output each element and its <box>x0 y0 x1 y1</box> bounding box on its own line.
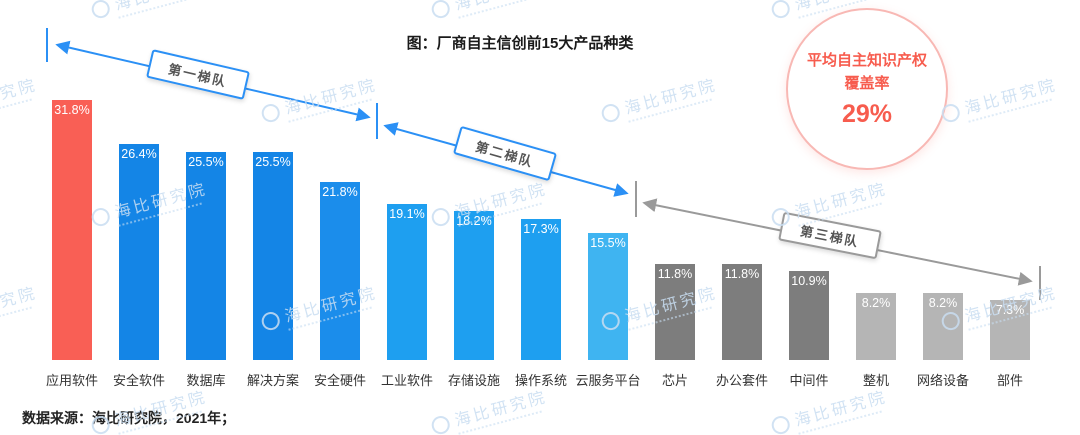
watermark-subline <box>118 0 202 19</box>
data-source-note: 数据来源：海比研究院，2021年； <box>22 410 236 426</box>
bar-value-label: 11.8% <box>724 266 760 281</box>
annotation-value: 29% <box>841 100 893 129</box>
bar-category-label: 安全软件 <box>112 373 166 388</box>
bar-group: 19.1% 工业软件 <box>381 100 433 388</box>
bar-category-label: 数据库 <box>186 373 226 388</box>
watermark-text: 海比研究院 <box>0 284 40 326</box>
watermark-subline <box>458 410 542 435</box>
bar: 8.2% <box>856 292 896 360</box>
watermark-logo-icon <box>769 0 792 21</box>
bar-group: 7.3% 部件 <box>990 100 1030 388</box>
bar: 26.4% <box>119 144 159 360</box>
bar: 25.5% <box>253 151 293 360</box>
bar-group: 11.8% 办公套件 <box>716 100 768 388</box>
bar-value-label: 31.8% <box>54 103 90 117</box>
bar: 21.8% <box>320 181 360 360</box>
bar-value-label: 15.5% <box>590 236 626 251</box>
bar-category-label: 中间件 <box>789 373 829 388</box>
annotation-text-line1: 平均自主知识产权 <box>806 51 927 69</box>
watermark-text: 海比研究院 <box>453 388 550 430</box>
watermark: 海比研究院 <box>428 383 550 435</box>
watermark-logo-icon <box>429 0 452 21</box>
bar-group: 21.8% 安全硬件 <box>314 100 366 388</box>
bar-category-label: 整机 <box>862 373 890 388</box>
bar-value-label: 8.2% <box>928 295 958 310</box>
bar-category-label: 存储设施 <box>447 373 501 388</box>
bar-group: 31.8% 应用软件 <box>46 100 98 388</box>
bar-value-label: 8.2% <box>861 295 891 310</box>
watermark: 海比研究院 <box>0 71 41 129</box>
bar-group: 17.3% 操作系统 <box>515 100 567 388</box>
watermark-logo-icon <box>89 0 112 21</box>
watermark-text: 海比研究院 <box>112 0 210 15</box>
bar: 18.2% <box>454 211 494 360</box>
bar-value-label: 25.5% <box>255 154 291 169</box>
bar: 15.5% <box>588 233 628 360</box>
bar-category-label: 云服务平台 <box>575 373 641 388</box>
watermark-subline <box>458 0 542 19</box>
watermark-text: 海比研究院 <box>793 388 890 430</box>
bar-category-label: 解决方案 <box>246 373 300 388</box>
bar-category-label: 网络设备 <box>916 373 970 388</box>
bar-category-label: 部件 <box>996 373 1024 388</box>
bar-group: 25.5% 数据库 <box>186 100 226 388</box>
bar-category-label: 工业软件 <box>380 373 434 388</box>
bar-value-label: 17.3% <box>523 221 559 236</box>
bar-group: 18.2% 存储设施 <box>448 100 500 388</box>
bar-category-label: 办公套件 <box>715 373 769 388</box>
bar: 10.9% <box>789 270 829 360</box>
bar-category-label: 应用软件 <box>45 373 99 388</box>
bar-category-label: 安全硬件 <box>313 373 367 388</box>
bar-value-label: 18.2% <box>456 214 492 229</box>
bar: 25.5% <box>186 151 226 360</box>
bar: 31.8% <box>52 100 92 360</box>
bar-group: 8.2% 整机 <box>856 100 896 388</box>
watermark-logo-icon <box>429 414 452 435</box>
bar-group: 26.4% 安全软件 <box>113 100 165 388</box>
bar-value-label: 10.9% <box>791 273 827 288</box>
bar-value-label: 19.1% <box>389 206 425 221</box>
chart-title: 图：厂商自主信创前15大产品种类 <box>406 35 634 52</box>
bar: 19.1% <box>387 203 427 360</box>
annotation-text-line2: 覆盖率 <box>844 75 890 92</box>
watermark-text: 海比研究院 <box>0 76 40 118</box>
watermark: 海比研究院 <box>768 383 890 435</box>
annotation-circle: 平均自主知识产权 覆盖率 29% <box>786 8 948 170</box>
bar-value-label: 7.3% <box>995 303 1025 318</box>
watermark-text: 海比研究院 <box>452 0 550 15</box>
bar: 11.8% <box>722 263 762 360</box>
bar-group: 25.5% 解决方案 <box>247 100 299 388</box>
bar-category-label: 芯片 <box>661 373 689 388</box>
tier-label-1: 第一梯队 <box>146 49 250 100</box>
bar-value-label: 11.8% <box>657 266 693 281</box>
bar: 7.3% <box>990 300 1030 360</box>
bar: 17.3% <box>521 218 561 360</box>
watermark-subline <box>0 306 32 331</box>
watermark-logo-icon <box>769 414 792 435</box>
bar: 8.2% <box>923 292 963 360</box>
bar-value-label: 26.4% <box>121 147 157 162</box>
bar: 11.8% <box>655 263 695 360</box>
watermark: 海比研究院 <box>88 0 210 25</box>
watermark-subline <box>0 98 32 123</box>
bar-category-label: 操作系统 <box>514 373 568 388</box>
watermark-subline <box>798 410 882 435</box>
bar-group: 8.2% 网络设备 <box>917 100 969 388</box>
watermark: 海比研究院 <box>0 279 41 337</box>
watermark: 海比研究院 <box>428 0 550 25</box>
bar-group: 15.5% 云服务平台 <box>575 100 641 388</box>
bar-value-label: 21.8% <box>322 184 358 199</box>
bar-group: 11.8% 芯片 <box>655 100 695 388</box>
bar-value-label: 25.5% <box>188 154 224 169</box>
